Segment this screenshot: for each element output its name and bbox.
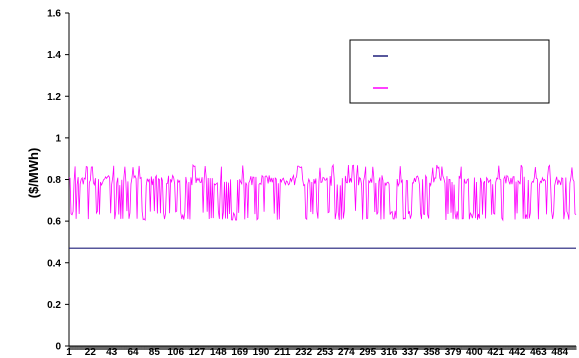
x-tick-label: 169 <box>231 347 248 358</box>
x-tick-label: 232 <box>295 347 312 358</box>
x-tick-label: 379 <box>445 347 462 358</box>
y-tick-label: 0.4 <box>47 258 61 269</box>
x-tick-label: 127 <box>189 347 206 358</box>
series-2-line <box>68 163 577 222</box>
plot-area <box>68 163 577 249</box>
legend-box <box>349 39 550 104</box>
y-tick-label: 1 <box>55 133 61 144</box>
y-tick-label: 0.2 <box>47 300 61 311</box>
y-axis-label: ($/MWh) <box>26 148 41 199</box>
x-tick-label: 253 <box>317 347 334 358</box>
x-tick-label: 1 <box>66 347 72 358</box>
x-minor-ticks <box>68 346 577 350</box>
y-tick-label: 0 <box>55 342 61 353</box>
x-axis: 1 22 43 64 85 106 127 148 169 190 211 232 253 274 295 3… <box>66 345 577 358</box>
y-tick-label: 0.6 <box>47 217 61 228</box>
y-tick-label: 1.4 <box>47 50 61 61</box>
y-axis: 0 0.2 0.4 0.6 0.8 1 1.2 1.4 1.6 <box>47 9 70 353</box>
x-tick-label: 85 <box>149 347 161 358</box>
y-tick-label: 1.2 <box>47 92 61 103</box>
y-tick-label: 0.8 <box>47 175 61 186</box>
x-tick-label: 400 <box>466 347 483 358</box>
x-tick-label: 316 <box>381 347 398 358</box>
legend <box>349 39 550 104</box>
x-tick-label: 64 <box>127 347 139 358</box>
x-tick-label: 442 <box>509 347 526 358</box>
x-tick-label: 22 <box>85 347 97 358</box>
x-tick-label: 274 <box>338 347 355 358</box>
x-tick-label: 337 <box>402 347 419 358</box>
x-tick-label: 484 <box>551 347 568 358</box>
x-tick-label: 190 <box>253 347 270 358</box>
x-tick-label: 295 <box>359 347 376 358</box>
x-tick-label: 211 <box>274 347 291 358</box>
x-tick-label: 358 <box>423 347 440 358</box>
y-tick-label: 1.6 <box>47 9 61 20</box>
x-tick-label: 43 <box>106 347 118 358</box>
x-tick-label: 148 <box>210 347 227 358</box>
x-tick-label: 421 <box>487 347 504 358</box>
x-tick-label: 106 <box>167 347 184 358</box>
x-tick-label: 463 <box>530 347 547 358</box>
